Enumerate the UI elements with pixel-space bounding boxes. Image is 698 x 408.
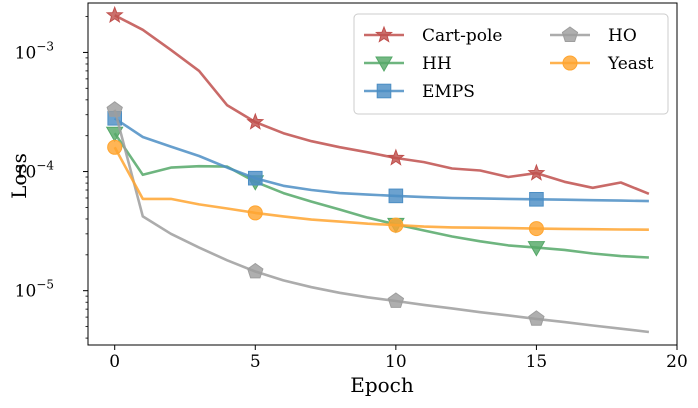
legend-label-hh: HH: [422, 54, 452, 74]
series-line-ho: [113, 109, 650, 334]
legend-label-cart-pole: Cart-pole: [422, 26, 502, 46]
data-point-yeast-epoch-0: [107, 139, 123, 155]
data-point-cart-pole-epoch-10: [386, 148, 405, 166]
x-tick-label-10: 10: [385, 352, 407, 372]
data-point-cart-pole-epoch-5: [246, 112, 265, 130]
data-point-yeast-epoch-15: [528, 221, 544, 237]
data-point-emps-epoch-10: [388, 188, 404, 204]
series-yeast: [107, 139, 649, 237]
y-tick-label-2: 10−3: [15, 39, 54, 63]
data-point-cart-pole-epoch-0: [105, 5, 124, 23]
series-line-yeast: [113, 146, 649, 231]
x-tick-label-20: 20: [666, 352, 688, 372]
data-point-ho-epoch-15: [528, 310, 545, 326]
legend-box: [353, 13, 669, 115]
legend-item-cart-pole: Cart-pole: [364, 25, 502, 46]
data-point-ho-epoch-5: [247, 262, 264, 279]
legend: Cart-pole HH EMPS HO Yeast: [353, 13, 669, 115]
series-layer: [105, 5, 650, 334]
legend-item-yeast: Yeast: [550, 54, 654, 74]
legend-marker-emps: [376, 83, 392, 99]
series-cart-pole: [105, 5, 650, 196]
data-point-yeast-epoch-10: [388, 217, 404, 233]
plot-frame: [87, 2, 678, 346]
legend-label-ho: HO: [608, 26, 637, 46]
series-hh: [105, 126, 649, 259]
series-line-cart-pole: [114, 14, 650, 196]
data-point-yeast-epoch-5: [247, 205, 263, 221]
legend-label-emps: EMPS: [422, 82, 475, 102]
data-point-cart-pole-epoch-15: [527, 163, 546, 181]
series-ho: [106, 101, 650, 334]
series-emps: [107, 110, 649, 207]
series-line-hh: [113, 132, 649, 259]
x-tick-label-15: 15: [526, 352, 548, 372]
data-point-ho-epoch-0: [106, 101, 123, 117]
legend-marker-ho: [561, 26, 579, 42]
x-tick-label-5: 5: [250, 352, 261, 372]
series-line-emps: [113, 117, 649, 203]
y-axis-title: Loss: [7, 153, 31, 199]
legend-marker-yeast: [562, 55, 578, 71]
x-axis-title: Epoch: [350, 373, 414, 397]
y-tick-label-0: 10−5: [15, 278, 54, 302]
data-point-ho-epoch-10: [387, 292, 405, 308]
legend-item-hh: HH: [364, 54, 452, 74]
legend-item-ho: HO: [550, 26, 637, 46]
data-point-hh-epoch-0: [105, 126, 124, 143]
legend-marker-cart-pole: [375, 25, 393, 43]
legend-label-yeast: Yeast: [607, 54, 654, 74]
data-point-hh-epoch-15: [527, 241, 546, 257]
data-point-emps-epoch-5: [247, 170, 263, 186]
legend-marker-hh: [375, 56, 393, 73]
legend-item-emps: EMPS: [364, 82, 475, 102]
x-tick-label-0: 0: [109, 352, 120, 372]
data-point-emps-epoch-15: [529, 191, 544, 207]
